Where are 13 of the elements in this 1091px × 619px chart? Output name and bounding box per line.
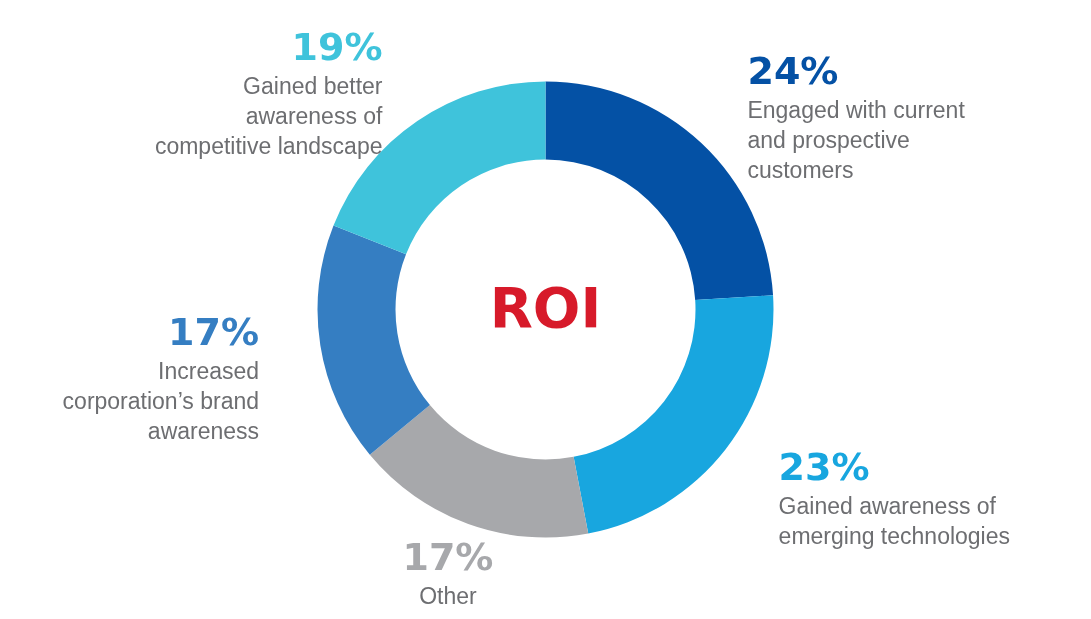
data-label: 17% [402,535,494,580]
data-label: 24% [747,49,839,94]
slice-label: Other [419,583,478,610]
data-label: 23% [778,445,870,490]
donut-slice [369,405,589,538]
slice-label: Engaged with current and prospective customers [747,97,966,184]
slice-label: Increased corporation’s brand awareness [62,357,260,444]
slice-label: Gained awareness of emerging technologies [778,493,1011,550]
slice-label: Gained better awareness of competitive landscape [154,72,384,159]
data-label: 17% [168,309,260,354]
text: ROI [489,274,602,340]
data-label: 19% [291,24,383,69]
donut-slice [317,225,430,455]
